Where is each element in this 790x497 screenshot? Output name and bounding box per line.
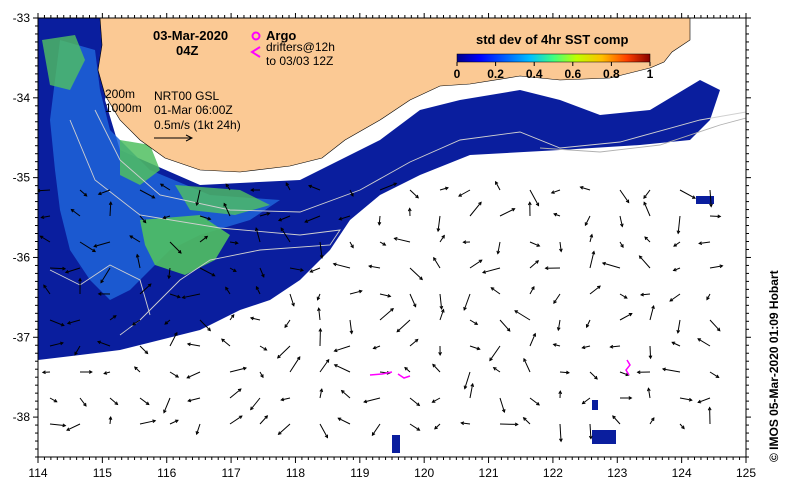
x-tick-label: 121	[479, 466, 499, 480]
x-tick-label: 117	[222, 466, 241, 480]
y-tick-label: -38	[13, 410, 31, 424]
colorbar-tick-label: 0.8	[603, 67, 620, 81]
colorbar-tick-label: 0.6	[564, 67, 581, 81]
y-tick-label: -33	[13, 11, 31, 25]
x-tick-label: 120	[414, 466, 434, 480]
colorbar-tick-label: 1	[647, 67, 654, 81]
colorbar-tick-label: 0.4	[526, 67, 543, 81]
x-tick-label: 119	[350, 466, 369, 480]
x-tick-label: 125	[736, 466, 756, 480]
y-tick-label: -37	[13, 330, 31, 344]
x-tick-label: 123	[607, 466, 627, 480]
x-tick-label: 116	[157, 466, 176, 480]
contour-1000-label: 1000m	[105, 101, 142, 115]
colorbar-title: std dev of 4hr SST comp	[476, 32, 628, 47]
drifters-label: drifters@12h	[266, 40, 335, 54]
x-tick-label: 114	[28, 466, 47, 480]
sst-cluster	[592, 400, 598, 410]
y-tick-label: -36	[13, 250, 31, 264]
x-tick-label: 124	[672, 466, 692, 480]
colorbar-tick-label: 0.2	[487, 67, 504, 81]
contour-200-label: 200m	[105, 87, 135, 101]
sst-cluster	[392, 435, 400, 453]
drifters-sublabel: to 03/03 12Z	[266, 54, 333, 68]
source-label: NRT00 GSL	[154, 89, 219, 103]
y-tick-label: -34	[13, 91, 31, 105]
velocity-scale-label: 0.5m/s (1kt 24h)	[154, 118, 241, 132]
y-tick-label: -35	[13, 171, 31, 185]
x-tick-label: 118	[286, 466, 305, 480]
source-time: 01-Mar 06:00Z	[154, 103, 233, 117]
x-tick-label: 122	[543, 466, 563, 480]
x-tick-label: 115	[93, 466, 112, 480]
sst-cluster	[592, 430, 616, 444]
map-time: 04Z	[176, 43, 198, 58]
colorbar-scale	[457, 54, 650, 62]
credit-text: © IMOS 05-Mar-2020 01:09 Hobart	[767, 270, 781, 462]
colorbar-tick-label: 0	[454, 67, 461, 81]
map-date: 03-Mar-2020	[153, 28, 228, 43]
